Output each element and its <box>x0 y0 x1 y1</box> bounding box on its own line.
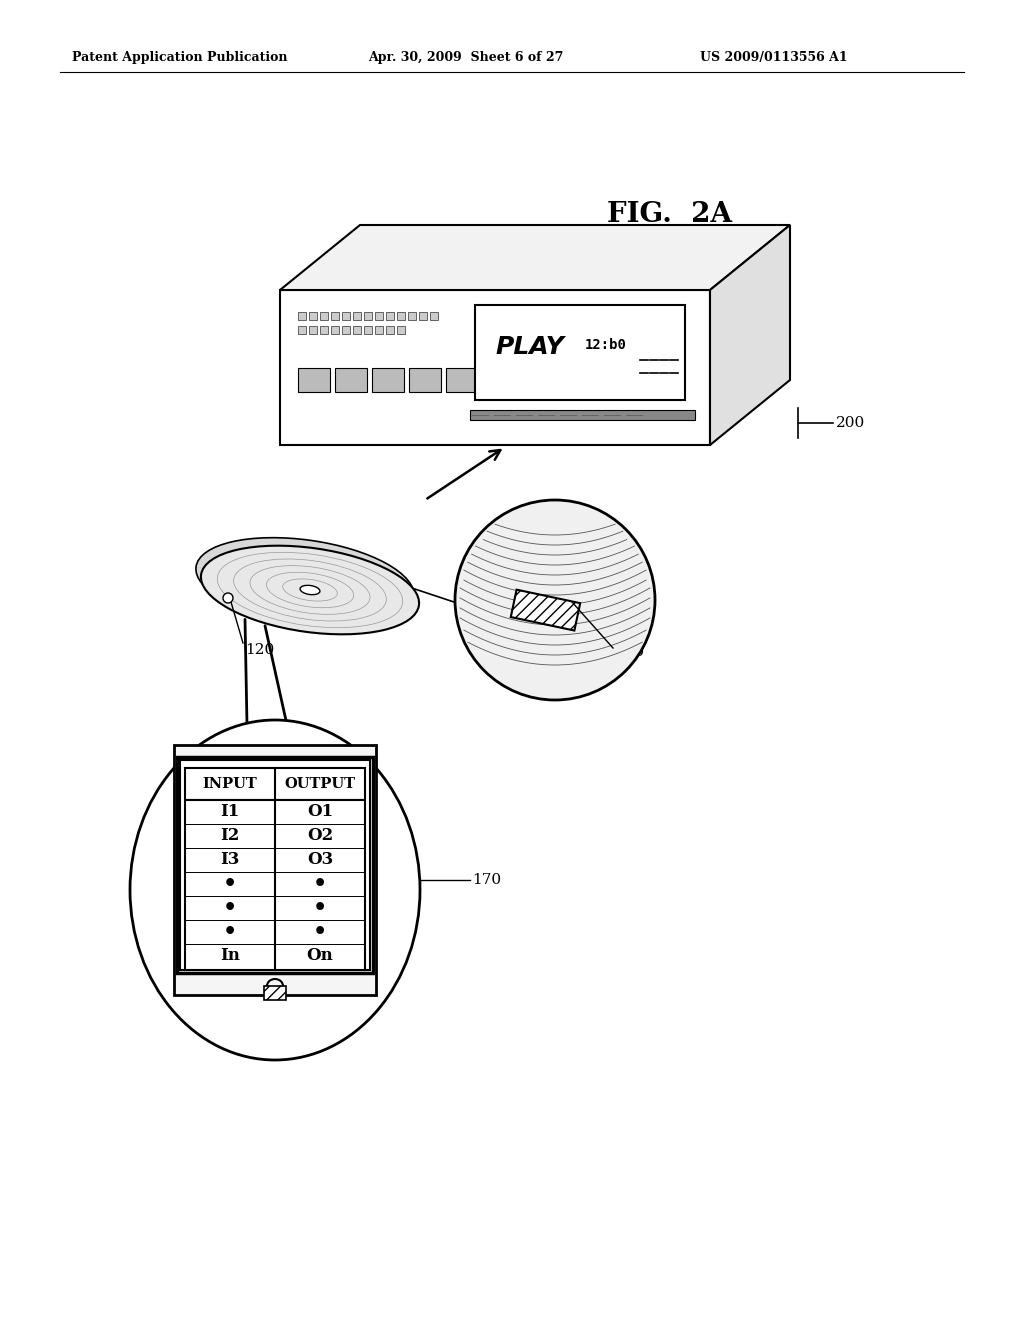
Bar <box>397 312 406 319</box>
Bar <box>419 312 427 319</box>
Text: PLAY: PLAY <box>495 335 564 359</box>
Bar <box>446 368 478 392</box>
Text: •: • <box>223 873 238 895</box>
Text: 120: 120 <box>245 643 274 657</box>
Bar <box>319 326 328 334</box>
Bar <box>177 756 373 973</box>
Circle shape <box>455 500 655 700</box>
Bar <box>309 312 317 319</box>
Bar <box>298 368 330 392</box>
Bar <box>475 305 685 400</box>
Text: 170: 170 <box>472 873 501 887</box>
Bar <box>430 312 438 319</box>
Bar <box>174 744 376 995</box>
Text: I2: I2 <box>220 828 240 845</box>
Bar <box>185 768 365 800</box>
Text: •: • <box>223 898 238 919</box>
Text: •: • <box>313 873 327 895</box>
Text: O2: O2 <box>307 828 333 845</box>
Ellipse shape <box>196 537 414 626</box>
Text: I1: I1 <box>220 804 240 821</box>
Ellipse shape <box>130 719 420 1060</box>
Text: 130: 130 <box>615 645 644 659</box>
Bar <box>342 326 350 334</box>
Text: I3: I3 <box>220 851 240 869</box>
Text: Patent Application Publication: Patent Application Publication <box>72 50 288 63</box>
Polygon shape <box>280 224 790 290</box>
Bar <box>511 590 581 631</box>
Ellipse shape <box>201 545 419 635</box>
Bar <box>470 411 695 420</box>
Text: On: On <box>306 948 334 965</box>
Polygon shape <box>710 224 790 445</box>
Bar <box>180 760 370 970</box>
Text: 12:b0: 12:b0 <box>585 338 627 352</box>
Bar <box>342 312 350 319</box>
Text: INPUT: INPUT <box>203 777 257 791</box>
Polygon shape <box>280 290 710 445</box>
Bar <box>386 326 394 334</box>
Ellipse shape <box>300 585 319 595</box>
Text: 200: 200 <box>836 416 865 430</box>
Bar <box>364 312 372 319</box>
Bar <box>353 326 361 334</box>
Bar <box>372 368 404 392</box>
Bar <box>386 312 394 319</box>
Bar <box>511 590 581 631</box>
Text: US 2009/0113556 A1: US 2009/0113556 A1 <box>700 50 848 63</box>
Text: •: • <box>313 898 327 919</box>
Bar <box>409 368 441 392</box>
Bar <box>331 326 339 334</box>
Bar <box>364 326 372 334</box>
Text: O3: O3 <box>307 851 333 869</box>
Text: O1: O1 <box>307 804 333 821</box>
Bar <box>298 312 306 319</box>
Bar <box>375 326 383 334</box>
Bar <box>319 312 328 319</box>
Bar <box>397 326 406 334</box>
Text: FIG.  2A: FIG. 2A <box>607 202 732 228</box>
Bar <box>331 312 339 319</box>
Circle shape <box>223 593 233 603</box>
Bar <box>408 312 416 319</box>
Bar <box>185 800 365 970</box>
Bar <box>264 986 286 1001</box>
Bar <box>309 326 317 334</box>
Bar <box>353 312 361 319</box>
Text: •: • <box>223 921 238 942</box>
Text: Apr. 30, 2009  Sheet 6 of 27: Apr. 30, 2009 Sheet 6 of 27 <box>368 50 563 63</box>
Bar <box>375 312 383 319</box>
Text: In: In <box>220 948 240 965</box>
Text: •: • <box>313 921 327 942</box>
Text: OUTPUT: OUTPUT <box>285 777 355 791</box>
Bar <box>298 326 306 334</box>
Bar <box>335 368 367 392</box>
